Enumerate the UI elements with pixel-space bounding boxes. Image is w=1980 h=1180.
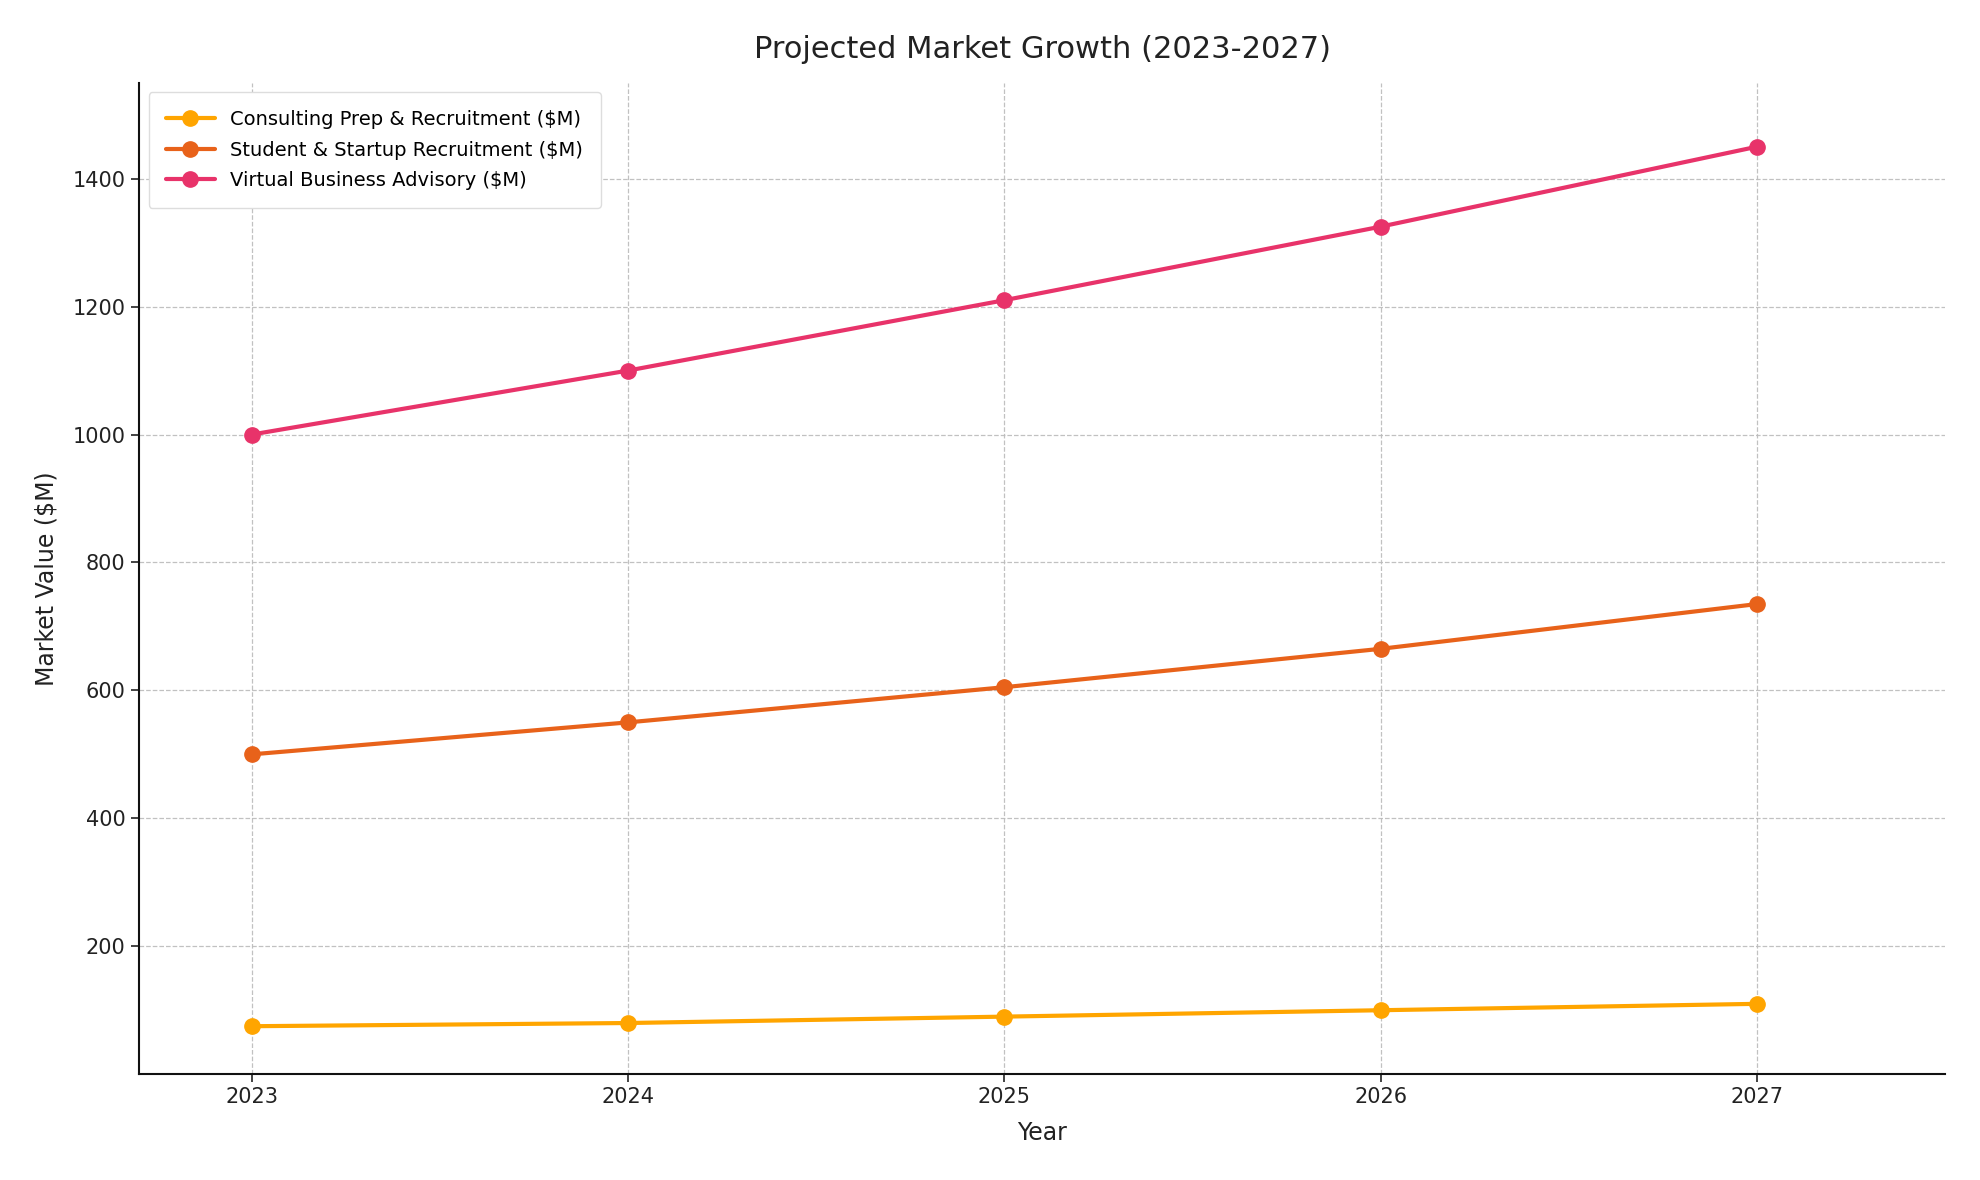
Consulting Prep & Recruitment ($M) (992, 1010, 1016, 1024)
Virtual Business Advisory ($M) (240, 427, 263, 441)
Title: Projected Market Growth (2023-2027): Projected Market Growth (2023-2027) (754, 34, 1331, 64)
X-axis label: Year: Year (1018, 1121, 1067, 1146)
Student & Startup Recruitment ($M) (616, 715, 640, 729)
Y-axis label: Market Value ($M): Market Value ($M) (36, 471, 59, 686)
Consulting Prep & Recruitment ($M) (1744, 997, 1768, 1011)
Consulting Prep & Recruitment ($M) (1368, 1003, 1392, 1017)
Line: Consulting Prep & Recruitment ($M): Consulting Prep & Recruitment ($M) (244, 996, 1764, 1034)
Consulting Prep & Recruitment ($M) (616, 1016, 640, 1030)
Legend: Consulting Prep & Recruitment ($M), Student & Startup Recruitment ($M), Virtual : Consulting Prep & Recruitment ($M), Stud… (148, 92, 600, 208)
Line: Virtual Business Advisory ($M): Virtual Business Advisory ($M) (244, 139, 1764, 442)
Virtual Business Advisory ($M) (616, 363, 640, 378)
Consulting Prep & Recruitment ($M) (240, 1020, 263, 1034)
Student & Startup Recruitment ($M) (1744, 597, 1768, 611)
Line: Student & Startup Recruitment ($M): Student & Startup Recruitment ($M) (244, 596, 1764, 762)
Student & Startup Recruitment ($M) (240, 747, 263, 761)
Virtual Business Advisory ($M) (1368, 219, 1392, 234)
Virtual Business Advisory ($M) (1744, 139, 1768, 153)
Virtual Business Advisory ($M) (992, 293, 1016, 307)
Student & Startup Recruitment ($M) (992, 680, 1016, 694)
Student & Startup Recruitment ($M) (1368, 642, 1392, 656)
